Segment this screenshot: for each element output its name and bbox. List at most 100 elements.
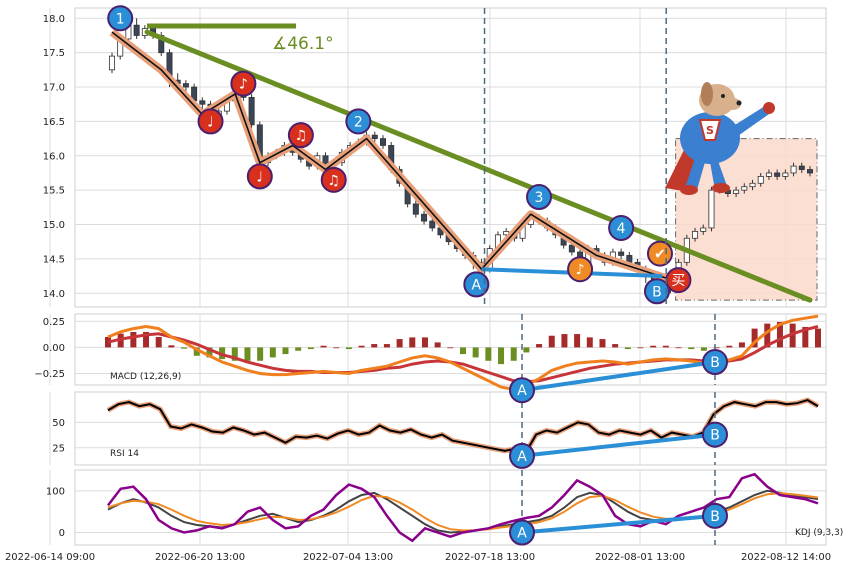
macd-histogram-bar [295,347,302,351]
macd-histogram-bar [333,347,340,349]
candle [774,169,781,180]
candle [692,227,699,242]
macd-histogram-bar [143,331,150,348]
macd-label: MACD (12,26,9) [110,372,181,382]
macd-histogram-bar [586,337,593,348]
candle-body [133,24,140,36]
macd-histogram-bar [307,347,314,350]
candle-body [182,83,189,88]
buy-marker: 买 [665,267,692,294]
note-marker-label: ♪ [239,77,248,93]
divergence-point-label-circle [643,278,670,305]
rsi-divergence-point-a: A [509,442,535,469]
candle [109,52,116,74]
candle-body [692,230,699,239]
candle [782,169,789,180]
candle [749,179,756,191]
macd-histogram-bar [637,347,644,349]
price-tick-label: 16.5 [43,117,65,128]
candle-body [109,55,116,71]
price-tick-label: 14.5 [43,254,65,265]
kdj-j-line [107,472,819,543]
macd-divergence-point-b: B [702,349,728,376]
price-tick-label: 15.5 [43,186,65,197]
check-marker-label: ✔ [654,247,666,263]
macd-histogram-bar [244,347,251,361]
wave-label-label: 4 [617,221,626,237]
macd-histogram-bar [498,347,505,365]
macd-histogram-bar [485,347,492,361]
candle-body [626,255,633,263]
macd-histogram-bar [751,328,758,348]
candle-body [757,176,764,184]
kdj-pane-frame [74,469,827,546]
wave-label: 4 [608,214,635,241]
candle [379,135,386,149]
price-tick-label: 16.0 [43,151,65,162]
note-marker-circle [230,70,257,97]
macd-histogram-bar [155,336,162,348]
macd-signal-line [107,325,819,384]
divergence-point-label: A [463,271,490,298]
candle-body [618,251,625,256]
macd-histogram-bar [231,347,238,361]
note-marker-circle [320,166,347,193]
kdj-divergence-point-b-circle [702,502,728,529]
wave-label-label: 3 [535,190,544,206]
macd-histogram-bar [181,347,188,349]
price-tick-label: 17.5 [43,48,65,59]
trend-line-group: ∡46.1° [144,23,813,303]
price-tick-label: 18.0 [43,14,65,25]
macd-tick-label: −0.25 [34,369,65,380]
kdj-divergence-point-a-circle [509,519,535,546]
candle [798,162,805,173]
macd-histogram-bar [510,347,517,361]
macd-histogram-bar [320,345,327,348]
macd-histogram-bar [789,323,796,348]
candle [248,93,255,129]
macd-histogram-bar [776,321,783,348]
macd-histogram-bar [269,347,276,358]
note-marker-circle [197,108,224,135]
rsi-divergence-point-a-circle [509,442,535,469]
note-marker-label: ♪ [576,262,585,278]
macd-histogram-bar [650,345,657,348]
macd-histogram-bar [536,344,543,348]
macd-divergence-line [521,360,716,393]
x-axis: 2022-06-14 09:00 2022-06-20 13:00 2022-07-… [5,552,831,563]
macd-histogram-bar [523,347,530,353]
note-marker-label: ♫ [295,128,308,144]
macd-histogram-bar [612,344,619,348]
x-tick-label: 2022-08-12 14:00 [741,552,831,563]
wave-label-circle [345,108,372,135]
wave-label-circle [526,184,553,211]
superhero-dog-icon: S [665,82,775,195]
wave-label-circle [608,214,635,241]
candle [412,200,419,218]
trend-line [144,29,813,303]
price-tick-label: 15.0 [43,220,65,231]
candle [708,186,715,232]
macd-histogram-bar [700,347,707,351]
candle-body [774,172,781,177]
macd-histogram-bar [193,347,200,356]
macd-histogram-bar [713,347,720,349]
candle-body [733,189,740,194]
macd-histogram-bar [206,347,213,358]
candle [733,186,740,198]
macd-histogram-bar [815,328,821,348]
price-tick-label: 17.0 [43,83,65,94]
kdj-divergence-point-a: A [509,519,535,546]
rsi-divergence-point-b-circle [702,421,728,448]
divergence-markers: A B A B A B [483,8,728,546]
candle-body [749,182,756,188]
macd-divergence-point-b-circle [702,349,728,376]
macd-histogram-bar [624,347,631,350]
candle-body [199,100,206,105]
kdj-divergence-point-b: B [702,502,728,529]
macd-pane-frame [74,313,827,386]
divergence-point-label-circle [463,271,490,298]
divergence-point-label-label: A [472,277,482,293]
x-tick-label: 2022-06-14 09:00 [5,552,95,563]
